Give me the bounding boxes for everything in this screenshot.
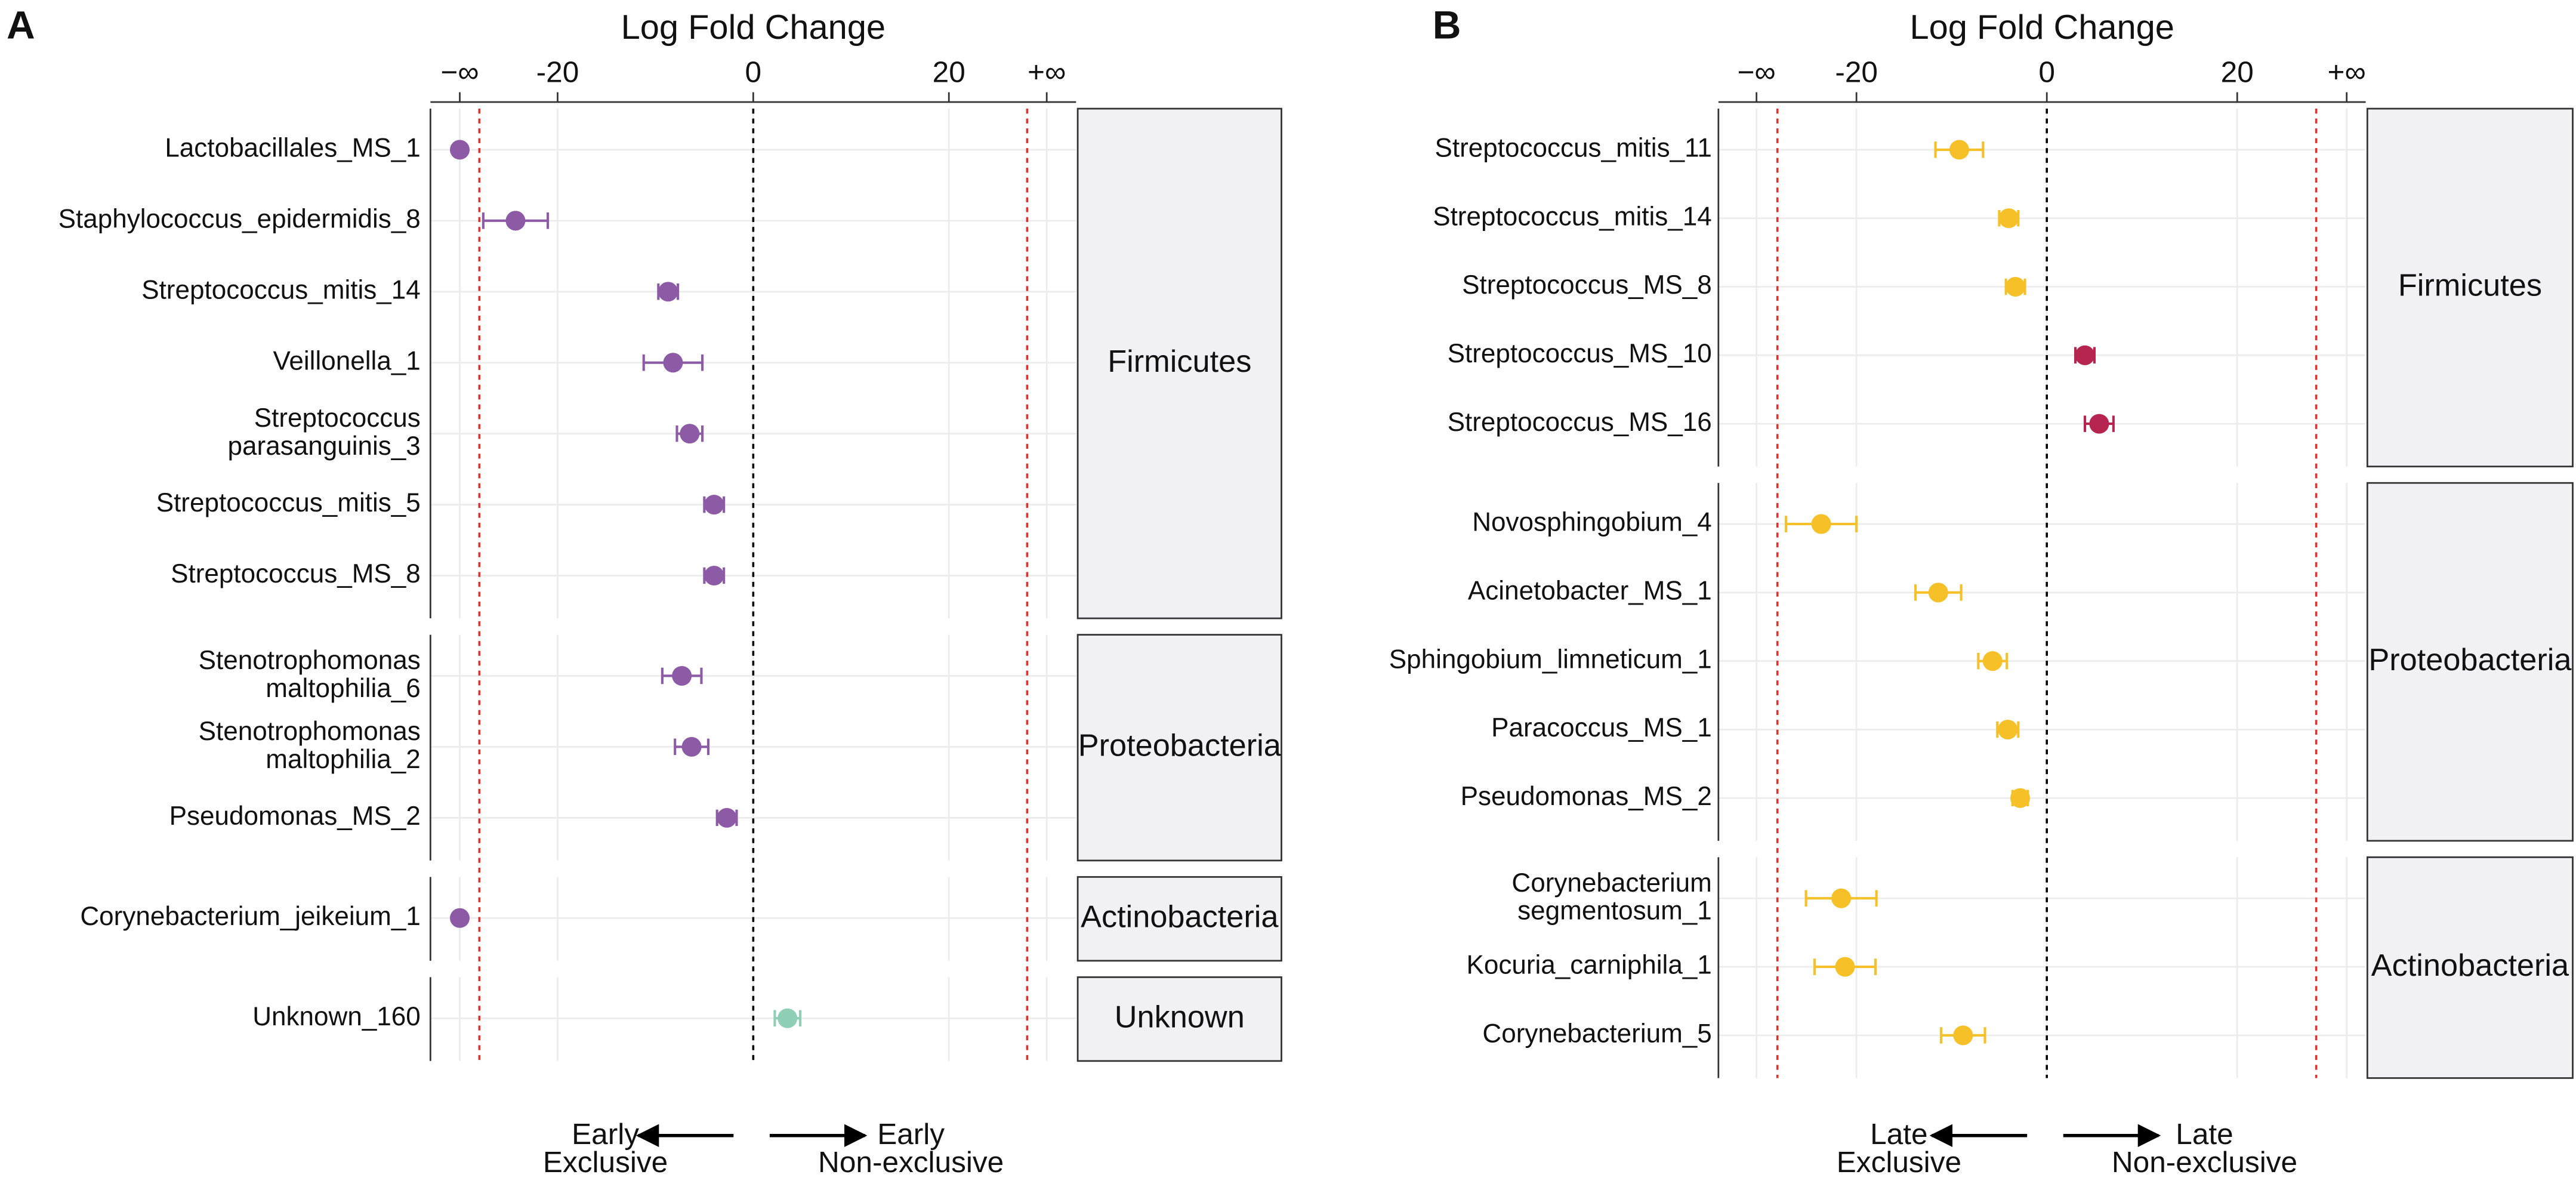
x-tick-label: -20 (536, 55, 579, 88)
facet-strip (2366, 856, 2574, 1079)
point (778, 1008, 798, 1028)
category-label: Streptococcus parasanguinis_3 (228, 403, 421, 461)
point (672, 665, 692, 686)
point (717, 807, 737, 828)
category-label: Stenotrophomonas maltophilia_6 (199, 646, 421, 703)
facet-label: Firmicutes (2398, 269, 2542, 303)
point (704, 495, 724, 515)
point (2089, 414, 2109, 434)
category-label: Veillonella_1 (273, 346, 420, 375)
point (2010, 788, 2031, 808)
point (449, 908, 470, 928)
category-label: Kocuria_carniphila_1 (1466, 951, 1711, 980)
point (1928, 582, 1948, 603)
point (1949, 140, 1969, 160)
axis-title: Log Fold Change (621, 8, 886, 47)
point (658, 282, 678, 302)
panel-label: B (1433, 4, 1461, 48)
direction-label: Early Exclusive (543, 1117, 668, 1179)
category-label: Sphingobium_limneticum_1 (1389, 645, 1712, 674)
point (1811, 514, 1831, 534)
point (505, 211, 526, 231)
direction-label: Late Non-exclusive (2112, 1117, 2297, 1179)
category-label: Streptococcus_mitis_14 (1433, 202, 1712, 231)
direction-label: Early Non-exclusive (818, 1117, 1004, 1179)
direction-label: Late Exclusive (1837, 1117, 1961, 1179)
x-tick-label: +∞ (1028, 55, 1066, 88)
facet-label: Unknown (1115, 1000, 1245, 1034)
point (1998, 719, 2018, 740)
category-label: Pseudomonas_MS_2 (169, 801, 421, 831)
point (2075, 345, 2095, 365)
x-tick-label: -20 (1835, 55, 1878, 88)
category-label: Streptococcus_mitis_11 (1434, 134, 1711, 163)
category-label: Streptococcus_mitis_14 (141, 275, 421, 304)
category-label: Pseudomonas_MS_2 (1461, 782, 1712, 811)
facet-label: Firmicutes (1107, 344, 1251, 379)
category-label: Streptococcus_MS_8 (171, 559, 421, 588)
facet-strip (2366, 107, 2574, 468)
x-tick-label: −∞ (440, 55, 479, 88)
facet-strip (1076, 634, 1282, 862)
point (1831, 888, 1852, 908)
point (704, 565, 724, 586)
axis-title: Log Fold Change (1909, 8, 2174, 47)
x-tick-label: 20 (933, 55, 965, 88)
facet-strip (1076, 976, 1282, 1062)
facet-label: Proteobacteria (1078, 729, 1282, 763)
point (681, 736, 702, 757)
point (1835, 957, 1855, 977)
category-label: Novosphingobium_4 (1472, 508, 1712, 537)
facet-label: Actinobacteria (1081, 899, 1279, 934)
category-label: Staphylococcus_epidermidis_8 (58, 204, 421, 233)
facet-strip (1076, 876, 1282, 962)
category-label: Corynebacterium_5 (1482, 1019, 1711, 1048)
facet-strip (1076, 107, 1282, 619)
x-tick-label: 0 (745, 55, 762, 88)
point (449, 140, 470, 160)
category-label: Streptococcus_MS_16 (1448, 408, 1712, 437)
point (680, 424, 700, 444)
facet-label: Proteobacteria (2368, 643, 2572, 677)
category-label: Corynebacterium segmentosum_1 (1511, 868, 1711, 925)
x-tick-label: −∞ (1738, 55, 1776, 88)
point (1982, 651, 2003, 671)
category-label: Stenotrophomonas maltophilia_2 (199, 717, 421, 774)
category-label: Corynebacterium_jeikeium_1 (80, 902, 420, 931)
facet-label: Actinobacteria (2371, 948, 2569, 983)
point (663, 353, 683, 373)
point (1953, 1025, 1973, 1046)
category-label: Acinetobacter_MS_1 (1468, 576, 1712, 606)
category-label: Paracoccus_MS_1 (1491, 713, 1712, 742)
category-label: Unknown_160 (252, 1002, 421, 1031)
category-label: Lactobacillales_MS_1 (165, 134, 420, 163)
category-label: Streptococcus_MS_8 (1462, 270, 1712, 300)
facet-strip (2366, 482, 2574, 842)
x-tick-label: 0 (2038, 55, 2055, 88)
point (1998, 208, 2019, 229)
category-label: Streptococcus_mitis_5 (156, 488, 421, 517)
point (2006, 276, 2026, 297)
x-tick-label: +∞ (2328, 55, 2366, 88)
x-tick-label: 20 (2221, 55, 2254, 88)
panel-label: A (7, 4, 35, 48)
category-label: Streptococcus_MS_10 (1448, 339, 1712, 368)
